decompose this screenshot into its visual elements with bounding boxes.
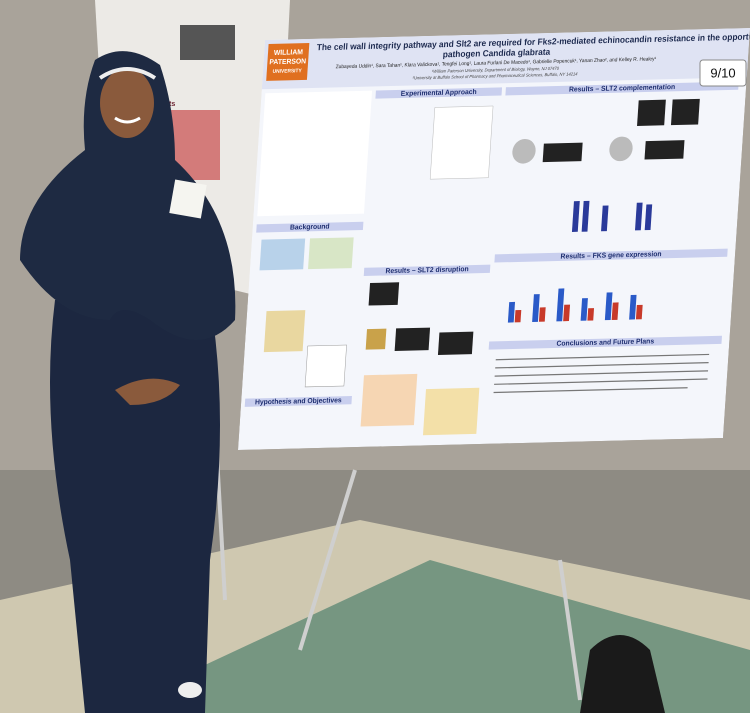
poster-affiliation: ¹William Paterson University, Department… [432, 66, 560, 74]
section-heading: Background [290, 223, 330, 231]
text-lines [493, 353, 710, 394]
person [20, 51, 236, 713]
section-heading: Results – SLT2 complementation [569, 84, 676, 94]
section-heading: Conclusions and Future Plans [556, 338, 654, 348]
main-poster: WILLIAM PATERSON UNIVERSITY The cell wal… [237, 27, 750, 450]
logo-text: UNIVERSITY [272, 68, 302, 75]
badge-text: 9/10 [710, 65, 735, 80]
section-heading: Experimental Approach [401, 89, 477, 98]
backpack [580, 635, 665, 713]
logo-box [266, 42, 310, 81]
section-heading: Results – SLT2 disruption [385, 266, 469, 275]
logo-text: WILLIAM [274, 49, 304, 57]
section-heading: Results – FKS gene expression [560, 251, 661, 261]
section-heading: Hypothesis and Objectives [255, 397, 342, 406]
badge [699, 59, 747, 87]
poster-affiliation: ²University at Buffalo School of Pharmac… [412, 71, 578, 80]
logo-text: PATERSON [269, 58, 306, 66]
poster-title: pathogen Candida glabrata [443, 46, 551, 59]
